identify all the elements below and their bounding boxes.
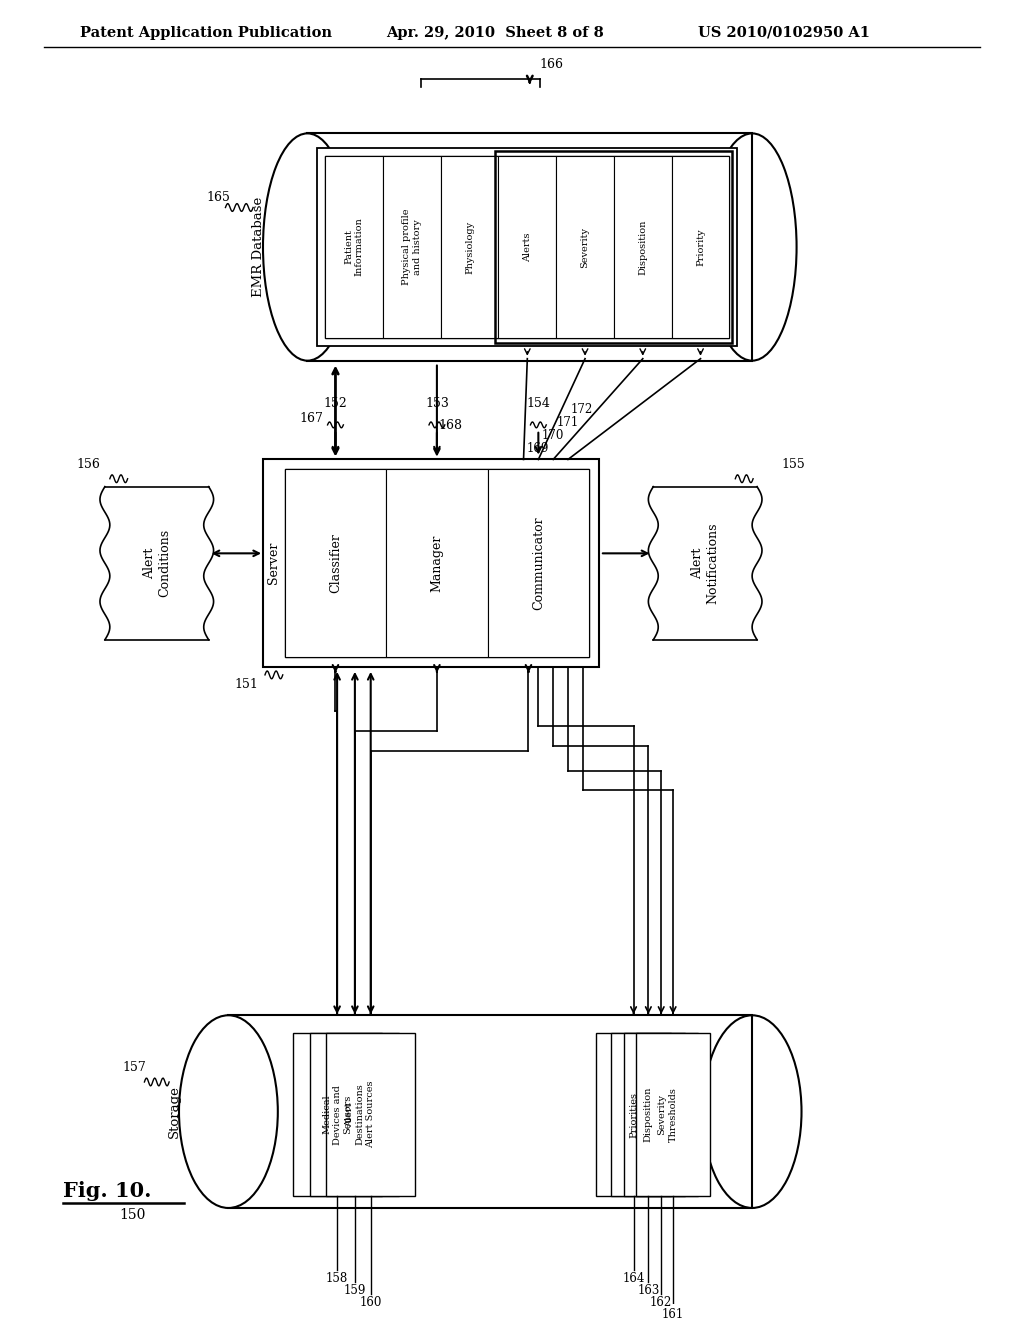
- Bar: [672, 156, 729, 338]
- Text: Severity: Severity: [656, 1094, 666, 1135]
- Text: 152: 152: [324, 397, 347, 411]
- Polygon shape: [752, 487, 762, 640]
- Bar: [263, 459, 599, 667]
- Text: Apr. 29, 2010  Sheet 8 of 8: Apr. 29, 2010 Sheet 8 of 8: [386, 25, 604, 40]
- Bar: [636, 1034, 710, 1196]
- Bar: [383, 156, 440, 338]
- Bar: [285, 470, 386, 657]
- Text: Alerts: Alerts: [523, 232, 531, 261]
- Text: 172: 172: [571, 403, 593, 416]
- Text: 159: 159: [344, 1284, 366, 1298]
- Bar: [597, 1034, 671, 1196]
- Polygon shape: [648, 487, 658, 640]
- Text: 158: 158: [326, 1272, 348, 1286]
- Text: Severity: Severity: [581, 227, 590, 268]
- Bar: [326, 156, 729, 338]
- Text: Alert Sources: Alert Sources: [367, 1081, 375, 1148]
- Bar: [228, 1015, 752, 1208]
- Bar: [614, 156, 672, 338]
- Text: Priority: Priority: [696, 228, 705, 265]
- Text: Disposition: Disposition: [644, 1086, 653, 1142]
- Bar: [310, 1034, 399, 1196]
- Text: 154: 154: [526, 397, 550, 411]
- Text: 166: 166: [540, 58, 563, 71]
- Ellipse shape: [708, 133, 797, 360]
- Text: Patent Application Publication: Patent Application Publication: [80, 25, 332, 40]
- Text: Communicator: Communicator: [531, 516, 545, 610]
- Bar: [317, 148, 737, 346]
- Text: 169: 169: [526, 441, 549, 454]
- Ellipse shape: [263, 133, 352, 360]
- Text: Alert
Conditions: Alert Conditions: [142, 529, 171, 597]
- Polygon shape: [100, 487, 110, 640]
- Ellipse shape: [179, 1015, 278, 1208]
- Text: 170: 170: [542, 429, 563, 442]
- Text: Server: Server: [267, 543, 281, 585]
- Text: 162: 162: [650, 1296, 673, 1309]
- Text: Alert
Destinations: Alert Destinations: [345, 1084, 365, 1146]
- Bar: [487, 470, 589, 657]
- Bar: [499, 156, 556, 338]
- Bar: [285, 470, 589, 657]
- Text: Thresholds: Thresholds: [669, 1088, 678, 1142]
- Ellipse shape: [702, 1015, 802, 1208]
- Text: 157: 157: [123, 1061, 146, 1073]
- Polygon shape: [204, 487, 214, 640]
- Text: 167: 167: [300, 412, 324, 425]
- Text: 156: 156: [76, 458, 100, 471]
- Text: 163: 163: [637, 1284, 659, 1298]
- Text: EMR Database: EMR Database: [252, 197, 264, 297]
- Text: 151: 151: [234, 678, 258, 692]
- Bar: [326, 156, 383, 338]
- Bar: [496, 152, 732, 343]
- Text: 160: 160: [359, 1296, 382, 1309]
- Text: Fig. 10.: Fig. 10.: [63, 1180, 152, 1201]
- Bar: [625, 1034, 698, 1196]
- Text: Patient
Information: Patient Information: [344, 218, 364, 276]
- Text: 155: 155: [781, 458, 806, 471]
- Text: 168: 168: [439, 418, 463, 432]
- Bar: [611, 1034, 685, 1196]
- Text: Disposition: Disposition: [638, 219, 647, 275]
- Text: Classifier: Classifier: [329, 533, 342, 593]
- Text: 165: 165: [207, 191, 230, 205]
- Text: Physiology: Physiology: [465, 220, 474, 273]
- Text: Medical
Devices and
Sensors: Medical Devices and Sensors: [323, 1085, 352, 1144]
- Text: Priorities: Priorities: [629, 1092, 638, 1138]
- Text: 161: 161: [662, 1308, 684, 1320]
- Text: 153: 153: [425, 397, 449, 411]
- Text: 164: 164: [623, 1272, 645, 1286]
- Text: Storage: Storage: [168, 1085, 180, 1138]
- Text: 150: 150: [120, 1208, 146, 1222]
- Text: Manager: Manager: [430, 535, 443, 591]
- Bar: [440, 156, 499, 338]
- Bar: [386, 470, 487, 657]
- Bar: [327, 1034, 415, 1196]
- Text: 171: 171: [556, 416, 579, 429]
- Bar: [307, 133, 752, 360]
- Bar: [556, 156, 614, 338]
- Bar: [293, 1034, 382, 1196]
- Text: US 2010/0102950 A1: US 2010/0102950 A1: [697, 25, 869, 40]
- Text: Physical profile
and history: Physical profile and history: [402, 209, 422, 285]
- Text: Alert
Notifications: Alert Notifications: [691, 523, 719, 605]
